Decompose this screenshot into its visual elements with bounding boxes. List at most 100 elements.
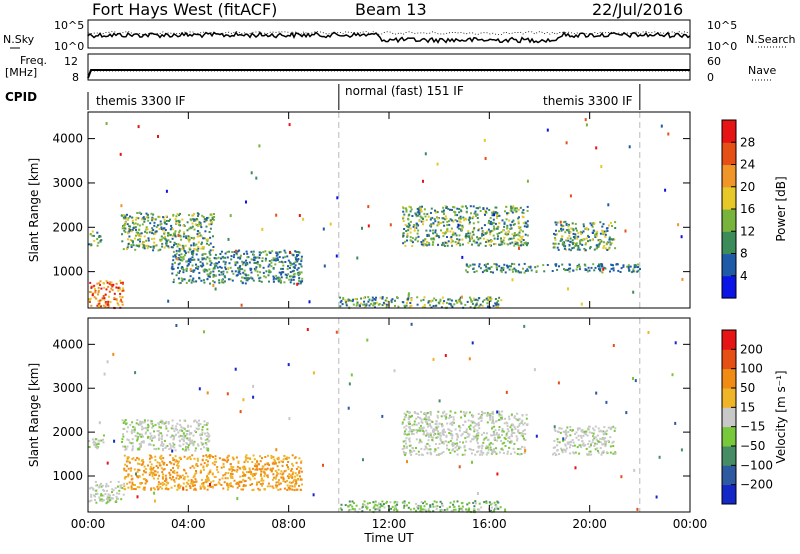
data-cell (130, 485, 133, 488)
data-cell (585, 237, 588, 240)
data-cell (194, 484, 196, 487)
data-cell (161, 477, 164, 480)
data-cell (565, 437, 567, 439)
data-cell (458, 208, 461, 210)
data-cell (667, 132, 670, 136)
data-cell (227, 483, 230, 487)
data-cell (220, 250, 223, 253)
data-cell (242, 261, 245, 264)
data-cell (181, 278, 184, 281)
data-cell (274, 484, 277, 487)
data-cell (252, 395, 255, 399)
data-cell (122, 287, 125, 290)
data-cell (483, 138, 486, 142)
data-cell (429, 412, 432, 415)
data-cell (151, 232, 154, 235)
data-cell (210, 223, 213, 226)
data-cell (173, 278, 175, 281)
colorbar-tick-label: 12 (740, 224, 755, 238)
data-cell (200, 438, 203, 441)
data-cell (288, 456, 291, 459)
data-cell (608, 246, 611, 249)
data-cell (200, 441, 203, 444)
data-cell (198, 221, 201, 224)
data-cell (272, 257, 275, 260)
data-cell (340, 299, 343, 302)
data-cell (127, 217, 130, 219)
data-cell (108, 500, 111, 503)
data-cell (471, 415, 474, 418)
data-cell (437, 221, 440, 224)
data-cell (562, 221, 565, 224)
noise-tick-bottom-right: 10^0 (707, 40, 738, 53)
data-cell (568, 223, 570, 226)
data-cell (148, 473, 151, 476)
data-cell (173, 479, 176, 482)
data-cell (429, 229, 432, 232)
data-cell (281, 461, 284, 463)
data-cell (454, 446, 457, 449)
data-cell (259, 455, 262, 458)
data-cell (261, 467, 264, 470)
data-cell (356, 302, 359, 305)
data-cell (88, 291, 91, 293)
data-cell (437, 217, 439, 220)
data-cell (170, 486, 173, 489)
data-cell (493, 237, 496, 240)
data-cell (189, 425, 192, 428)
data-cell (599, 441, 602, 444)
data-cell (445, 217, 448, 220)
data-cell (181, 247, 184, 250)
data-cell (402, 234, 405, 237)
data-cell (289, 487, 292, 490)
data-cell (295, 468, 298, 470)
data-cell (243, 474, 246, 477)
data-cell (569, 429, 572, 432)
data-cell (444, 354, 447, 357)
data-cell (110, 283, 113, 286)
data-cell (237, 460, 240, 463)
data-cell (521, 419, 524, 422)
data-cell (97, 303, 100, 306)
data-cell (432, 229, 434, 232)
data-cell (490, 244, 492, 247)
data-cell (597, 440, 600, 443)
data-cell (563, 448, 565, 451)
data-cell (426, 442, 429, 445)
data-cell (493, 243, 496, 246)
data-cell (374, 503, 377, 506)
data-cell (481, 232, 484, 235)
data-cell (451, 433, 454, 436)
data-cell (508, 219, 511, 222)
data-cell (516, 242, 519, 245)
data-cell (268, 464, 271, 466)
data-cell (122, 248, 125, 251)
data-cell (192, 238, 195, 241)
data-cell (604, 233, 607, 236)
data-cell (437, 235, 440, 237)
data-cell (221, 256, 224, 259)
data-cell (374, 508, 377, 511)
data-cell (128, 225, 131, 228)
data-cell (612, 452, 615, 455)
data-cell (503, 242, 506, 245)
data-cell (521, 237, 523, 240)
data-cell (587, 425, 590, 428)
data-cell (185, 269, 188, 272)
data-cell (149, 460, 152, 463)
data-cell (612, 440, 615, 443)
data-cell (421, 453, 424, 456)
data-cell (416, 303, 419, 306)
data-cell (517, 244, 520, 247)
data-cell (236, 497, 239, 501)
data-cell (246, 256, 249, 259)
data-cell (243, 461, 246, 464)
data-cell (472, 449, 475, 451)
data-cell (351, 300, 354, 303)
data-cell (513, 442, 516, 445)
data-cell (181, 244, 184, 247)
data-cell (296, 260, 299, 263)
data-cell (560, 447, 563, 450)
data-cell (414, 412, 417, 414)
data-cell (130, 230, 133, 233)
